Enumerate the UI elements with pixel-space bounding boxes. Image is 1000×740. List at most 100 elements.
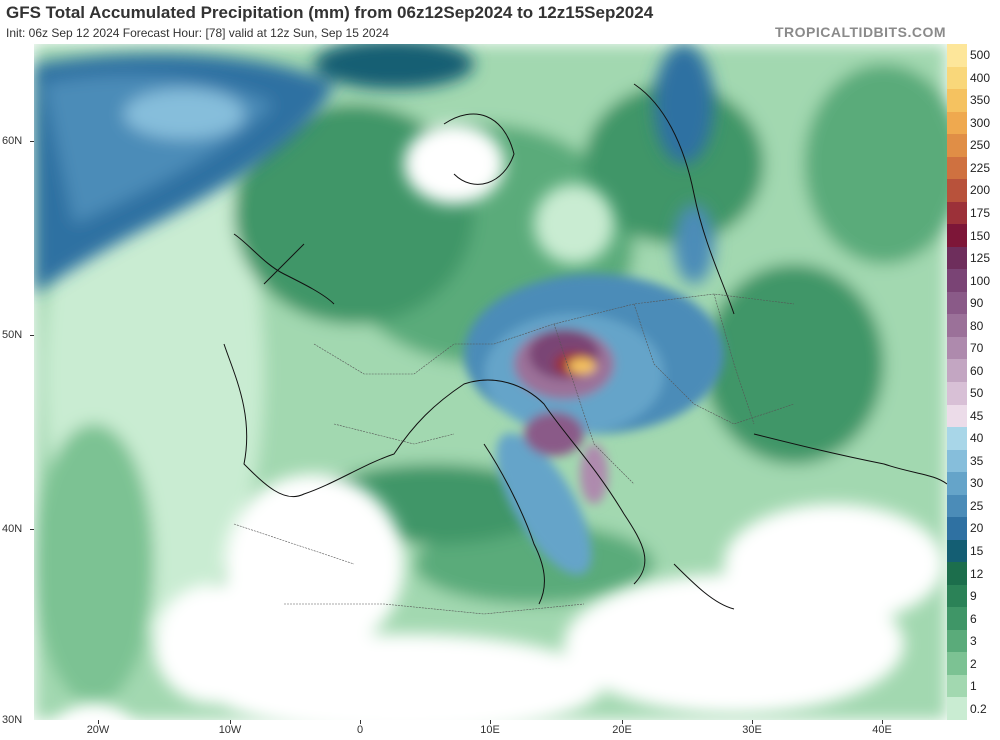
lon-label-30e: 30E (742, 724, 762, 736)
legend-level: 2 (947, 652, 1000, 675)
legend-swatch (947, 314, 967, 337)
legend-level: 250 (947, 134, 1000, 157)
legend-level: 225 (947, 156, 1000, 180)
legend-level: 45 (947, 404, 1000, 428)
lon-tick (622, 720, 623, 724)
legend-label: 50 (970, 386, 984, 401)
legend-level: 90 (947, 291, 1000, 315)
legend-level: 12 (947, 562, 1000, 585)
lat-tick (30, 335, 34, 336)
legend-swatch (947, 427, 967, 450)
lon-tick (98, 720, 99, 724)
legend-swatch (947, 584, 967, 608)
legend-label: 80 (970, 318, 984, 333)
legend-label: 30 (970, 476, 984, 491)
precipitation-map[interactable] (34, 44, 947, 720)
legend-swatch (947, 562, 967, 585)
legend-level: 350 (947, 89, 1000, 112)
legend-label: 40 (970, 431, 984, 446)
legend-label: 200 (970, 183, 991, 198)
legend-label: 400 (970, 70, 991, 85)
legend-level: 50 (947, 382, 1000, 405)
legend-label: 350 (970, 93, 991, 108)
legend-label: 1 (970, 679, 977, 694)
legend-label: 20 (970, 521, 984, 536)
lat-label-40n: 40N (2, 523, 23, 535)
legend-swatch (947, 494, 967, 518)
lon-label-0: 0 (356, 724, 364, 736)
lon-label-20e: 20E (612, 724, 632, 736)
legend-level: 0.2 (947, 697, 1000, 720)
legend-level: 40 (947, 427, 1000, 450)
legend-swatch (947, 652, 967, 675)
legend-swatch (947, 629, 967, 653)
lat-tick (30, 529, 34, 530)
legend-level: 6 (947, 607, 1000, 630)
legend-label: 125 (970, 251, 991, 266)
legend-label: 3 (970, 634, 977, 649)
legend-level: 150 (947, 224, 1000, 247)
legend-level: 15 (947, 539, 1000, 563)
legend-label: 90 (970, 296, 984, 311)
legend-level: 80 (947, 314, 1000, 337)
legend-level: 400 (947, 66, 1000, 90)
legend-label: 300 (970, 115, 991, 130)
legend-swatch (947, 111, 967, 135)
borders (233, 293, 795, 615)
legend-label: 175 (970, 205, 991, 220)
legend-swatch (947, 179, 967, 202)
legend-label: 15 (970, 543, 984, 558)
legend-level: 100 (947, 269, 1000, 292)
legend-swatch (947, 382, 967, 405)
coastlines (223, 83, 947, 610)
legend-label: 9 (970, 589, 977, 604)
legend-level: 200 (947, 179, 1000, 202)
atlantic-rain-band (34, 44, 714, 294)
lon-tick (490, 720, 491, 724)
legend-swatch (947, 359, 967, 382)
legend-level: 70 (947, 336, 1000, 360)
legend-level: 300 (947, 111, 1000, 135)
chart-subtitle: Init: 06z Sep 12 2024 Forecast Hour: [78… (6, 26, 389, 40)
legend-swatch (947, 449, 967, 473)
legend-swatch (947, 336, 967, 360)
legend-level: 30 (947, 472, 1000, 495)
legend-swatch (947, 539, 967, 563)
legend-label: 35 (970, 453, 984, 468)
legend-level: 35 (947, 449, 1000, 473)
legend-level: 175 (947, 201, 1000, 225)
legend-swatch (947, 156, 967, 180)
lon-tick (882, 720, 883, 724)
legend-label: 500 (970, 48, 991, 63)
legend-level: 3 (947, 629, 1000, 653)
lon-label-10w: 10W (218, 724, 242, 736)
legend-label: 6 (970, 611, 977, 626)
legend-swatch (947, 291, 967, 315)
legend-level: 125 (947, 246, 1000, 270)
legend-label: 70 (970, 341, 984, 356)
legend-swatch (947, 134, 967, 157)
legend-label: 100 (970, 273, 991, 288)
legend-label: 2 (970, 656, 977, 671)
legend-level: 25 (947, 494, 1000, 518)
lon-tick (752, 720, 753, 724)
legend-level: 9 (947, 584, 1000, 608)
legend-swatch (947, 517, 967, 540)
legend-swatch (947, 404, 967, 428)
legend-swatch (947, 44, 967, 67)
lon-label-40e: 40E (872, 724, 892, 736)
legend-level: 1 (947, 674, 1000, 698)
lon-label-10e: 10E (480, 724, 500, 736)
legend-level: 500 (947, 44, 1000, 67)
legend-label: 250 (970, 138, 991, 153)
lon-label-20w: 20W (86, 724, 110, 736)
legend-label: 60 (970, 363, 984, 378)
legend-swatch (947, 607, 967, 630)
legend-label: 25 (970, 498, 984, 513)
precip-legend: 500 400 350 300 250 225 200 175 150 125 100 90 80 70 6… (947, 44, 1000, 720)
legend-level: 60 (947, 359, 1000, 382)
legend-label: 45 (970, 408, 984, 423)
lat-label-60n: 60N (2, 135, 23, 147)
legend-swatch (947, 269, 967, 292)
lon-tick (230, 720, 231, 724)
